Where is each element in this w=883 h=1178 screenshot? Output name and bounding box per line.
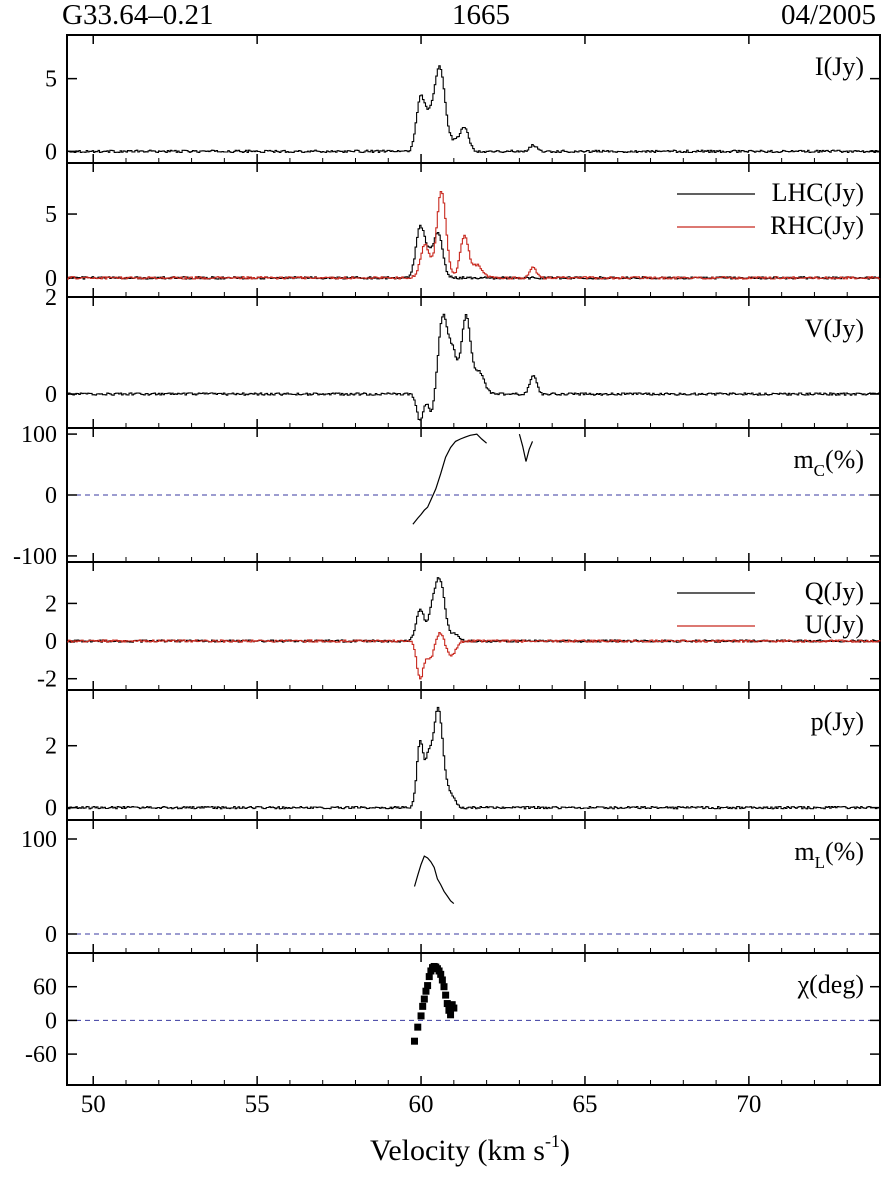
panel-label: mL(%)	[794, 837, 864, 872]
epoch-title: 04/2005	[781, 0, 876, 31]
y-tick-label: 0	[45, 139, 57, 165]
panel-label: I(Jy)	[815, 52, 864, 81]
frequency-title: 1665	[452, 0, 510, 31]
y-tick-label: 0	[45, 382, 57, 408]
legend-entry-2: U(Jy)	[805, 610, 864, 639]
spectrum-series-1	[67, 313, 881, 421]
x-axis-label-sup: -1	[545, 1131, 560, 1151]
angle-point	[450, 1004, 458, 1012]
y-tick-label: 0	[45, 1008, 57, 1034]
spectrum-series-1	[67, 65, 881, 154]
panel-label-main: I(Jy)	[815, 52, 864, 81]
panel-4: -100 0 100 mC(%)	[13, 422, 881, 570]
x-tick-label: 50	[81, 1091, 106, 1118]
panel-frame	[66, 689, 881, 821]
x-axis-label-tail: )	[560, 1134, 570, 1167]
y-tick-label: -2	[37, 667, 57, 693]
panel-label-tail: (%)	[825, 837, 864, 866]
y-tick-label: 60	[33, 975, 57, 1001]
angle-point	[424, 982, 432, 990]
spectrum-series-2	[67, 190, 881, 280]
y-tick-label: 5	[45, 202, 57, 228]
panel-7: 0 100 mL(%)	[21, 819, 881, 954]
angle-point	[447, 1011, 455, 1019]
angle-point	[419, 1002, 427, 1010]
legend-entry-2: RHC(Jy)	[770, 211, 864, 240]
panel-2: 0 5 LHC(Jy) RHC(Jy)	[45, 162, 881, 298]
x-axis-label: Velocity (km s-1)	[370, 1131, 570, 1167]
x-tick-label: 55	[245, 1091, 270, 1118]
y-tick-label: 0	[45, 266, 57, 292]
panel-label-main: m	[794, 837, 814, 866]
panel-label: mC(%)	[793, 445, 864, 480]
angle-point	[420, 995, 428, 1003]
angle-point	[440, 983, 448, 991]
y-tick-label: 5	[45, 67, 57, 93]
x-axis-label-main: Velocity (km s	[370, 1134, 545, 1167]
panel-label-main: V(Jy)	[805, 314, 864, 343]
panel-6: 0 2 p(Jy)	[45, 689, 881, 822]
y-tick-label: -60	[25, 1042, 57, 1068]
panel-label-sub: C	[814, 461, 825, 480]
source-title: G33.64–0.21	[62, 0, 213, 31]
angle-point	[422, 987, 430, 995]
panel-label-tail: (%)	[825, 445, 864, 474]
y-tick-label: -100	[13, 544, 57, 570]
panel-3: 0 2 V(Jy)	[45, 285, 881, 429]
panel-label-main: p(Jy)	[811, 707, 864, 736]
angle-point	[410, 1037, 418, 1045]
panel-frame	[66, 34, 881, 164]
spectrum-series-2	[67, 632, 881, 680]
angle-point	[445, 1006, 453, 1014]
x-tick-label: 70	[736, 1091, 761, 1118]
x-tick-label: 65	[572, 1091, 597, 1118]
angle-point	[417, 1012, 425, 1020]
panel-8: -60 0 60 χ(deg)	[25, 952, 881, 1086]
y-tick-label: 0	[45, 483, 57, 509]
percentage-segment-2	[518, 433, 534, 462]
percentage-segment-1	[412, 433, 487, 525]
angle-point	[425, 973, 433, 981]
spectrum-series-1	[67, 224, 880, 280]
spectrum-series-1	[67, 706, 881, 810]
panels-layer: 05 I(Jy)05LHC(Jy)RHC(Jy)02V(Jy)-1000100mC…	[13, 34, 881, 1118]
angle-point	[414, 1023, 422, 1031]
angle-point	[438, 976, 446, 984]
panel-frame	[66, 952, 881, 1086]
panel-frame	[66, 561, 881, 691]
panel-label-sub: L	[815, 853, 825, 872]
y-tick-label: 2	[45, 734, 57, 760]
panel-label: χ(deg)	[797, 970, 864, 999]
panel-label: V(Jy)	[805, 314, 864, 343]
legend-entry-1: LHC(Jy)	[772, 178, 864, 207]
angle-point	[437, 970, 445, 978]
legend-entry-1: Q(Jy)	[805, 577, 864, 606]
angle-point	[442, 991, 450, 999]
y-tick-label: 0	[45, 629, 57, 655]
panel-frame	[66, 819, 881, 954]
panel-5: -2 0 2 Q(Jy) U(Jy)	[37, 561, 881, 693]
y-tick-label: 2	[45, 591, 57, 617]
y-tick-label: 100	[21, 422, 57, 448]
spectrum-series-1	[67, 577, 881, 643]
y-tick-label: 0	[45, 922, 57, 948]
x-tick-label: 60	[409, 1091, 434, 1118]
angle-point	[443, 1000, 451, 1008]
panel-label-main: m	[793, 445, 813, 474]
percentage-segment-1	[413, 855, 455, 905]
panel-1: 0 5 I(Jy)	[45, 34, 881, 165]
y-tick-label: 2	[45, 285, 57, 311]
y-tick-label: 0	[45, 796, 57, 822]
panel-label: p(Jy)	[811, 707, 864, 736]
panel-label-main: χ(deg)	[797, 970, 864, 999]
y-tick-label: 100	[21, 827, 57, 853]
